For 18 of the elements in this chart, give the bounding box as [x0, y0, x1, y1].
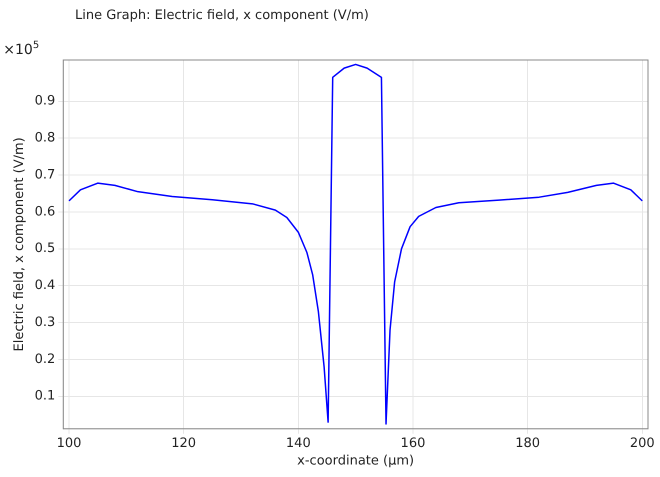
x-tick-label: 160 — [400, 436, 426, 451]
chart-title: Line Graph: Electric field, x component (V/m) — [75, 8, 369, 23]
x-axis-title: x-coordinate (µm) — [297, 454, 414, 469]
y-axis-title: Electric field, x component (V/m) — [12, 137, 28, 352]
x-tick-label: 100 — [56, 436, 82, 451]
y-tick-label: 0.3 — [34, 314, 56, 330]
y-tick-label: 0.4 — [34, 278, 56, 294]
y-tick-label: 0.2 — [34, 352, 56, 367]
x-tick-label: 180 — [515, 436, 540, 451]
y-tick-label: 0.7 — [34, 167, 56, 182]
x-tick-label: 200 — [630, 436, 655, 451]
y-tick-label: 0.6 — [34, 204, 56, 220]
x-tick-label: 120 — [171, 436, 196, 451]
y-tick-label: 0.8 — [34, 130, 56, 146]
x-tick-label: 140 — [286, 436, 311, 451]
y-tick-label: 0.1 — [34, 388, 56, 404]
y-tick-label: 0.9 — [34, 94, 56, 109]
y-tick-label: 0.5 — [34, 241, 56, 256]
